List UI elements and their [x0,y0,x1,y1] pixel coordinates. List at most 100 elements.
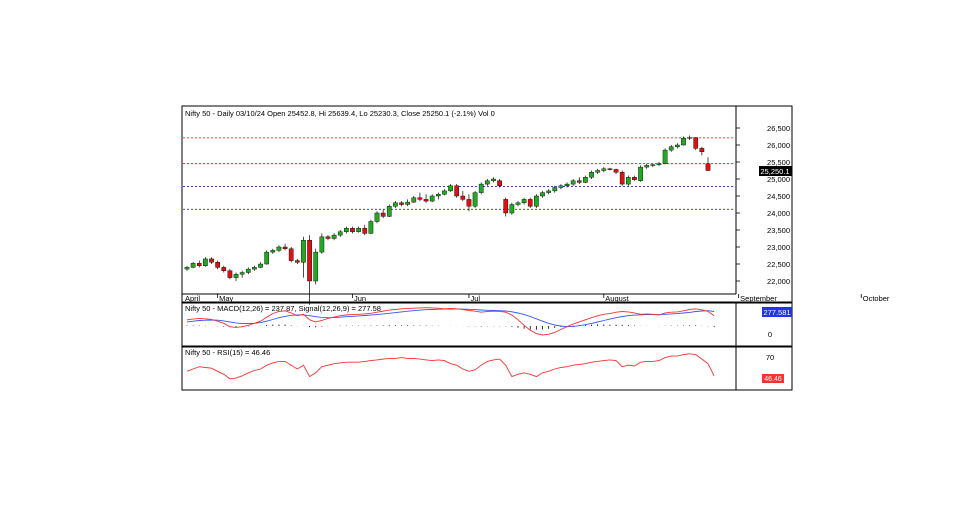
rsi-value-label: 46.46 [764,376,782,383]
candle-62 [564,183,570,187]
candle-74 [638,166,643,181]
candle-23 [325,236,331,239]
candle-3 [203,258,208,266]
last-price-badge [759,166,792,176]
candle-34 [393,202,398,207]
candle-8 [233,274,239,278]
candle-20 [307,239,312,282]
candle-32 [380,212,386,217]
candle-80 [675,144,680,147]
candle-45 [460,195,466,200]
macd-signal-line [186,308,715,328]
candle-38 [417,197,423,200]
candle-85 [705,163,711,171]
candle-10 [245,268,251,273]
candle-69 [607,168,613,170]
macd-zero-tick: 0 [768,330,772,339]
candle-50 [491,178,496,181]
candle-47 [472,192,478,207]
candle-0 [184,267,190,270]
candle-29 [362,228,368,234]
month-label-1: May [219,294,233,303]
price-tick-label-8: 22,500 [767,260,790,269]
macd-label: Nifty 50 - MACD(12,26) = 237.87, Signal(… [185,304,381,313]
candle-59 [546,190,551,193]
candle-28 [356,228,361,232]
candle-64 [576,180,582,183]
month-label-5: September [740,294,777,303]
candle-42 [442,190,447,195]
price-tick-label-0: 26,500 [767,124,790,133]
candle-44 [454,185,460,197]
candle-21 [313,251,319,282]
candle-22 [319,236,325,253]
candle-49 [484,180,490,185]
macd-value-badge [762,307,792,317]
candle-41 [435,194,441,197]
candle-39 [423,199,429,202]
rsi-label: Nifty 50 - RSI(15) = 46.46 [185,348,270,357]
month-label-3: Jul [470,294,480,303]
candle-33 [386,205,392,217]
last-price-label: 25,250.1 [760,167,789,176]
candle-13 [264,251,270,265]
candle-5 [215,262,220,268]
candle-2 [196,263,202,266]
candle-70 [613,169,619,173]
candle-76 [650,164,656,166]
candle-65 [583,177,588,183]
candle-54 [515,202,521,205]
candle-17 [288,248,294,261]
rsi-value-badge [762,374,784,383]
candle-4 [209,258,214,263]
candle-19 [301,239,306,263]
macd-line [186,307,715,336]
candle-56 [527,199,533,207]
candle-37 [411,197,417,203]
candle-83 [693,137,699,149]
candle-48 [478,183,484,193]
candle-11 [252,267,257,270]
candle-24 [331,234,337,239]
candle-67 [595,170,601,173]
candle-51 [497,180,502,186]
price-tick-label-4: 24,500 [767,192,790,201]
candle-79 [668,146,674,151]
candle-30 [368,221,374,234]
candle-52 [503,199,509,214]
candle-43 [448,185,453,192]
rsi-tick-label: 70 [766,353,774,362]
candle-72 [625,177,631,185]
candle-18 [294,260,300,263]
candle-73 [632,177,637,180]
candle-63 [570,180,576,185]
month-label-0: April [185,294,200,303]
candle-82 [687,137,692,139]
price-panel [181,105,793,303]
chart-title: Nifty 50 - Daily 03/10/24 Open 25452.8, … [185,109,495,118]
month-label-2: Jun [354,294,366,303]
price-tick-label-5: 24,000 [767,209,790,218]
candle-27 [350,228,355,232]
candle-53 [509,204,515,214]
price-tick-label-3: 25,000 [767,175,790,184]
candle-7 [227,270,233,278]
candle-16 [282,246,288,249]
candle-36 [405,201,411,205]
price-tick-label-6: 23,500 [767,226,790,235]
candle-57 [534,195,539,207]
candle-55 [521,199,527,203]
month-label-6: October [863,294,890,303]
candle-1 [190,263,196,268]
candle-25 [337,231,343,236]
price-tick-label-2: 25,500 [767,158,790,167]
candle-31 [374,212,380,222]
candle-12 [258,263,263,268]
candle-9 [239,272,245,275]
candle-77 [656,163,662,165]
candle-6 [221,267,227,271]
candle-66 [589,171,594,178]
price-tick-label-1: 26,000 [767,141,790,150]
candle-14 [270,250,276,253]
